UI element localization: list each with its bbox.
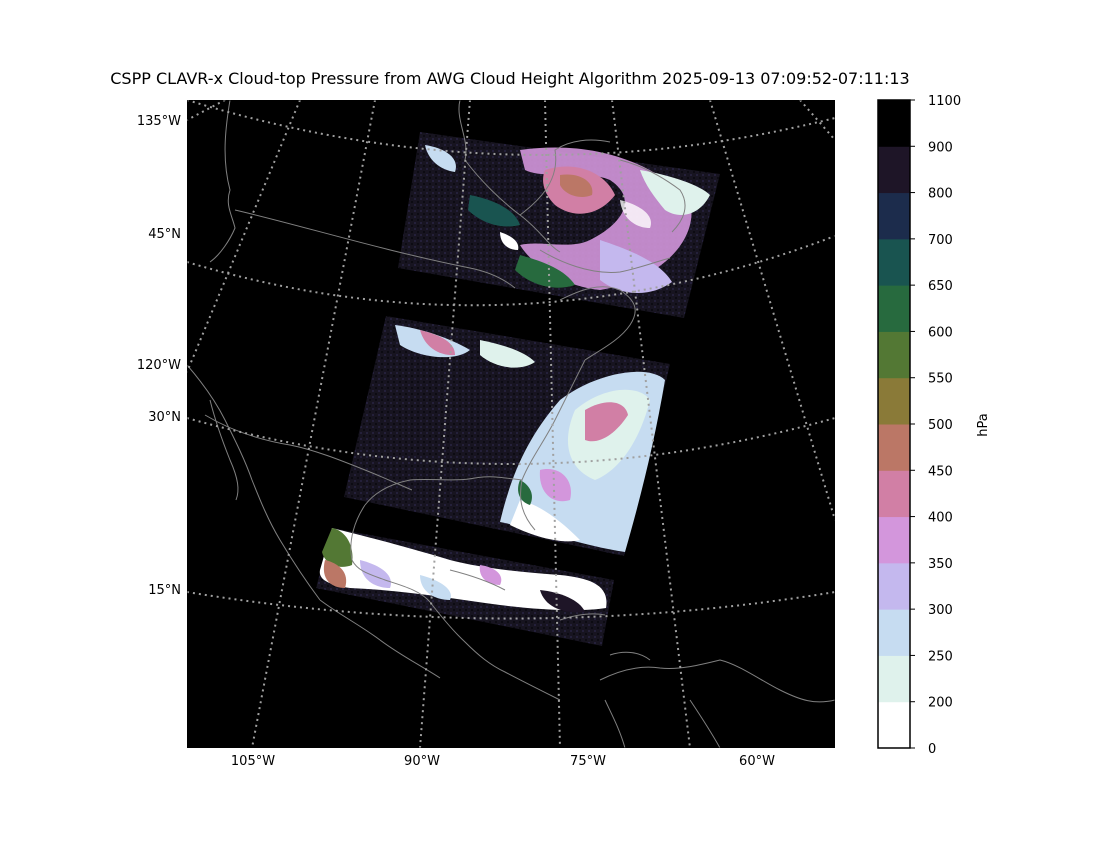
meridian-105W	[251, 100, 376, 748]
meridian-label-120W: 120°W	[137, 358, 181, 373]
colorbar-tick-label: 0	[928, 742, 936, 757]
colorbar-tick-label: 600	[928, 325, 953, 340]
meridian-label-75W: 75°W	[570, 754, 606, 769]
colorbar-segment	[878, 377, 910, 425]
colorbar-segment	[878, 100, 910, 147]
meridian-label-105W: 105°W	[231, 754, 275, 769]
map-title: CSPP CLAVR-x Cloud-top Pressure from AWG…	[110, 69, 910, 88]
colorbar-segment	[878, 701, 910, 749]
graticule	[187, 100, 835, 748]
colorbar-segment	[878, 331, 910, 379]
colorbar-tick-label: 500	[928, 418, 953, 433]
parallel-15N	[187, 591, 835, 620]
colorbar-tick-label: 200	[928, 696, 953, 711]
meridian-120W	[187, 100, 301, 373]
colorbar-segment	[878, 146, 910, 194]
colorbar-segment	[878, 609, 910, 656]
colorbar-tick-label: 800	[928, 187, 953, 202]
map-panel[interactable]	[187, 100, 835, 748]
meridian-60W	[611, 100, 691, 748]
meridian-label-135W: 135°W	[137, 114, 181, 129]
colorbar-unit-label: hPa	[976, 413, 991, 436]
colorbar: 0 200 250 300 350 400 450 500 550 600 650 700 800 900…	[877, 94, 961, 757]
parallel-label-15N: 15°N	[148, 583, 181, 598]
colorbar-segment	[878, 285, 910, 332]
colorbar-segment	[878, 238, 910, 286]
colorbar-tick-label: 400	[928, 511, 953, 526]
meridian-45W	[709, 100, 835, 521]
colorbar-tick-label: 250	[928, 649, 953, 664]
colorbar-tick-label: 450	[928, 464, 953, 479]
colorbar-tick-label: 550	[928, 372, 953, 387]
meridian-90W	[419, 100, 471, 748]
satellite-swath-north	[398, 132, 720, 318]
coastlines	[187, 100, 835, 748]
parallel-label-45N: 45°N	[148, 227, 181, 242]
colorbar-segment	[878, 424, 910, 471]
satellite-swath-south	[316, 528, 614, 646]
meridian-75W	[544, 100, 561, 748]
colorbar-segment	[878, 192, 910, 240]
colorbar-segment	[878, 562, 910, 610]
meridian-135W	[187, 100, 226, 121]
colorbar-tick-label: 700	[928, 233, 953, 248]
colorbar-segment	[878, 516, 910, 564]
colorbar-tick-label: 350	[928, 557, 953, 572]
colorbar-tick-label: 300	[928, 603, 953, 618]
colorbar-tick-label: 1100	[928, 94, 961, 109]
parallel-45N	[187, 235, 835, 307]
meridian-label-60W: 60°W	[739, 754, 775, 769]
satellite-swath-middle	[344, 316, 670, 556]
colorbar-tick-label: 650	[928, 279, 953, 294]
colorbar-segment	[878, 470, 910, 518]
meridian-label-90W: 90°W	[404, 754, 440, 769]
colorbar-segment	[878, 655, 910, 703]
colorbar-tick-label: 900	[928, 140, 953, 155]
parallel-label-30N: 30°N	[148, 410, 181, 425]
